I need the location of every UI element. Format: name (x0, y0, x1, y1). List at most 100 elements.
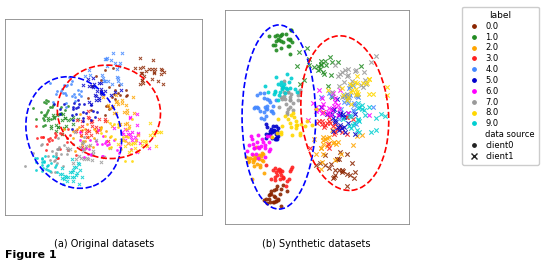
Point (270, 187, 278, 192)
Point (324, 88, 333, 92)
Point (123, 140, 132, 145)
Point (353, 81, 361, 86)
Point (39, 116, 48, 120)
Point (71, 99, 80, 103)
Point (52, 153, 61, 157)
Point (111, 89, 120, 94)
Point (134, 148, 143, 153)
Point (100, 68, 109, 72)
Point (57, 132, 66, 136)
Point (252, 105, 261, 109)
Point (330, 63, 339, 67)
Point (74, 182, 83, 186)
Point (80, 155, 88, 159)
Point (81, 131, 90, 135)
Point (124, 132, 133, 136)
Point (110, 88, 119, 92)
Point (157, 130, 166, 134)
Point (60, 82, 68, 87)
Point (97, 81, 105, 86)
Point (276, 34, 285, 38)
Point (122, 87, 130, 92)
Point (98, 95, 107, 99)
Point (92, 98, 100, 102)
Point (260, 105, 269, 109)
Point (133, 133, 142, 137)
Point (96, 126, 104, 130)
Point (72, 165, 81, 169)
Point (343, 96, 352, 100)
Point (275, 168, 284, 172)
Point (243, 149, 252, 153)
Point (58, 182, 67, 186)
Text: (b) Synthetic datasets: (b) Synthetic datasets (263, 239, 371, 249)
Point (94, 98, 103, 102)
Point (97, 126, 106, 130)
Point (102, 56, 111, 60)
Point (87, 119, 96, 123)
Point (121, 122, 129, 126)
Point (141, 139, 150, 143)
Point (260, 117, 269, 121)
Point (57, 118, 66, 122)
Point (328, 90, 336, 94)
Point (334, 117, 343, 121)
Point (315, 108, 324, 113)
Point (355, 130, 364, 134)
Point (252, 155, 260, 159)
Point (350, 109, 359, 113)
Point (338, 168, 347, 173)
Point (79, 83, 88, 87)
Point (62, 174, 70, 179)
Point (109, 51, 117, 55)
Point (326, 94, 335, 99)
Point (273, 131, 282, 135)
Point (274, 37, 282, 41)
Point (104, 139, 113, 143)
Point (265, 197, 274, 201)
Point (122, 121, 131, 125)
Point (363, 81, 371, 85)
Point (150, 71, 159, 75)
Point (58, 172, 67, 176)
Point (272, 135, 281, 140)
Point (75, 92, 84, 96)
Point (271, 166, 280, 170)
Point (278, 40, 287, 44)
Point (328, 108, 336, 112)
Point (159, 70, 168, 74)
Point (361, 113, 370, 117)
Point (343, 172, 352, 176)
Point (275, 38, 283, 42)
Point (261, 146, 270, 151)
Point (150, 70, 158, 74)
Point (266, 177, 275, 181)
Point (47, 161, 56, 165)
Point (41, 98, 50, 102)
Point (69, 179, 78, 183)
Point (48, 105, 56, 109)
Point (121, 134, 130, 138)
Point (351, 170, 360, 174)
Point (247, 137, 256, 141)
Point (279, 176, 288, 180)
Point (248, 153, 257, 158)
Point (82, 135, 91, 139)
Point (115, 83, 124, 87)
Point (317, 95, 325, 100)
Point (271, 195, 280, 199)
Point (330, 140, 339, 144)
Point (92, 130, 101, 134)
Point (55, 145, 63, 149)
Point (67, 79, 76, 83)
Point (126, 135, 135, 139)
Point (78, 128, 86, 132)
Point (140, 74, 149, 78)
Point (342, 115, 351, 119)
Point (21, 164, 29, 168)
Point (112, 100, 121, 104)
Point (67, 170, 76, 174)
Point (84, 152, 93, 156)
Point (324, 135, 333, 139)
Point (97, 78, 105, 82)
